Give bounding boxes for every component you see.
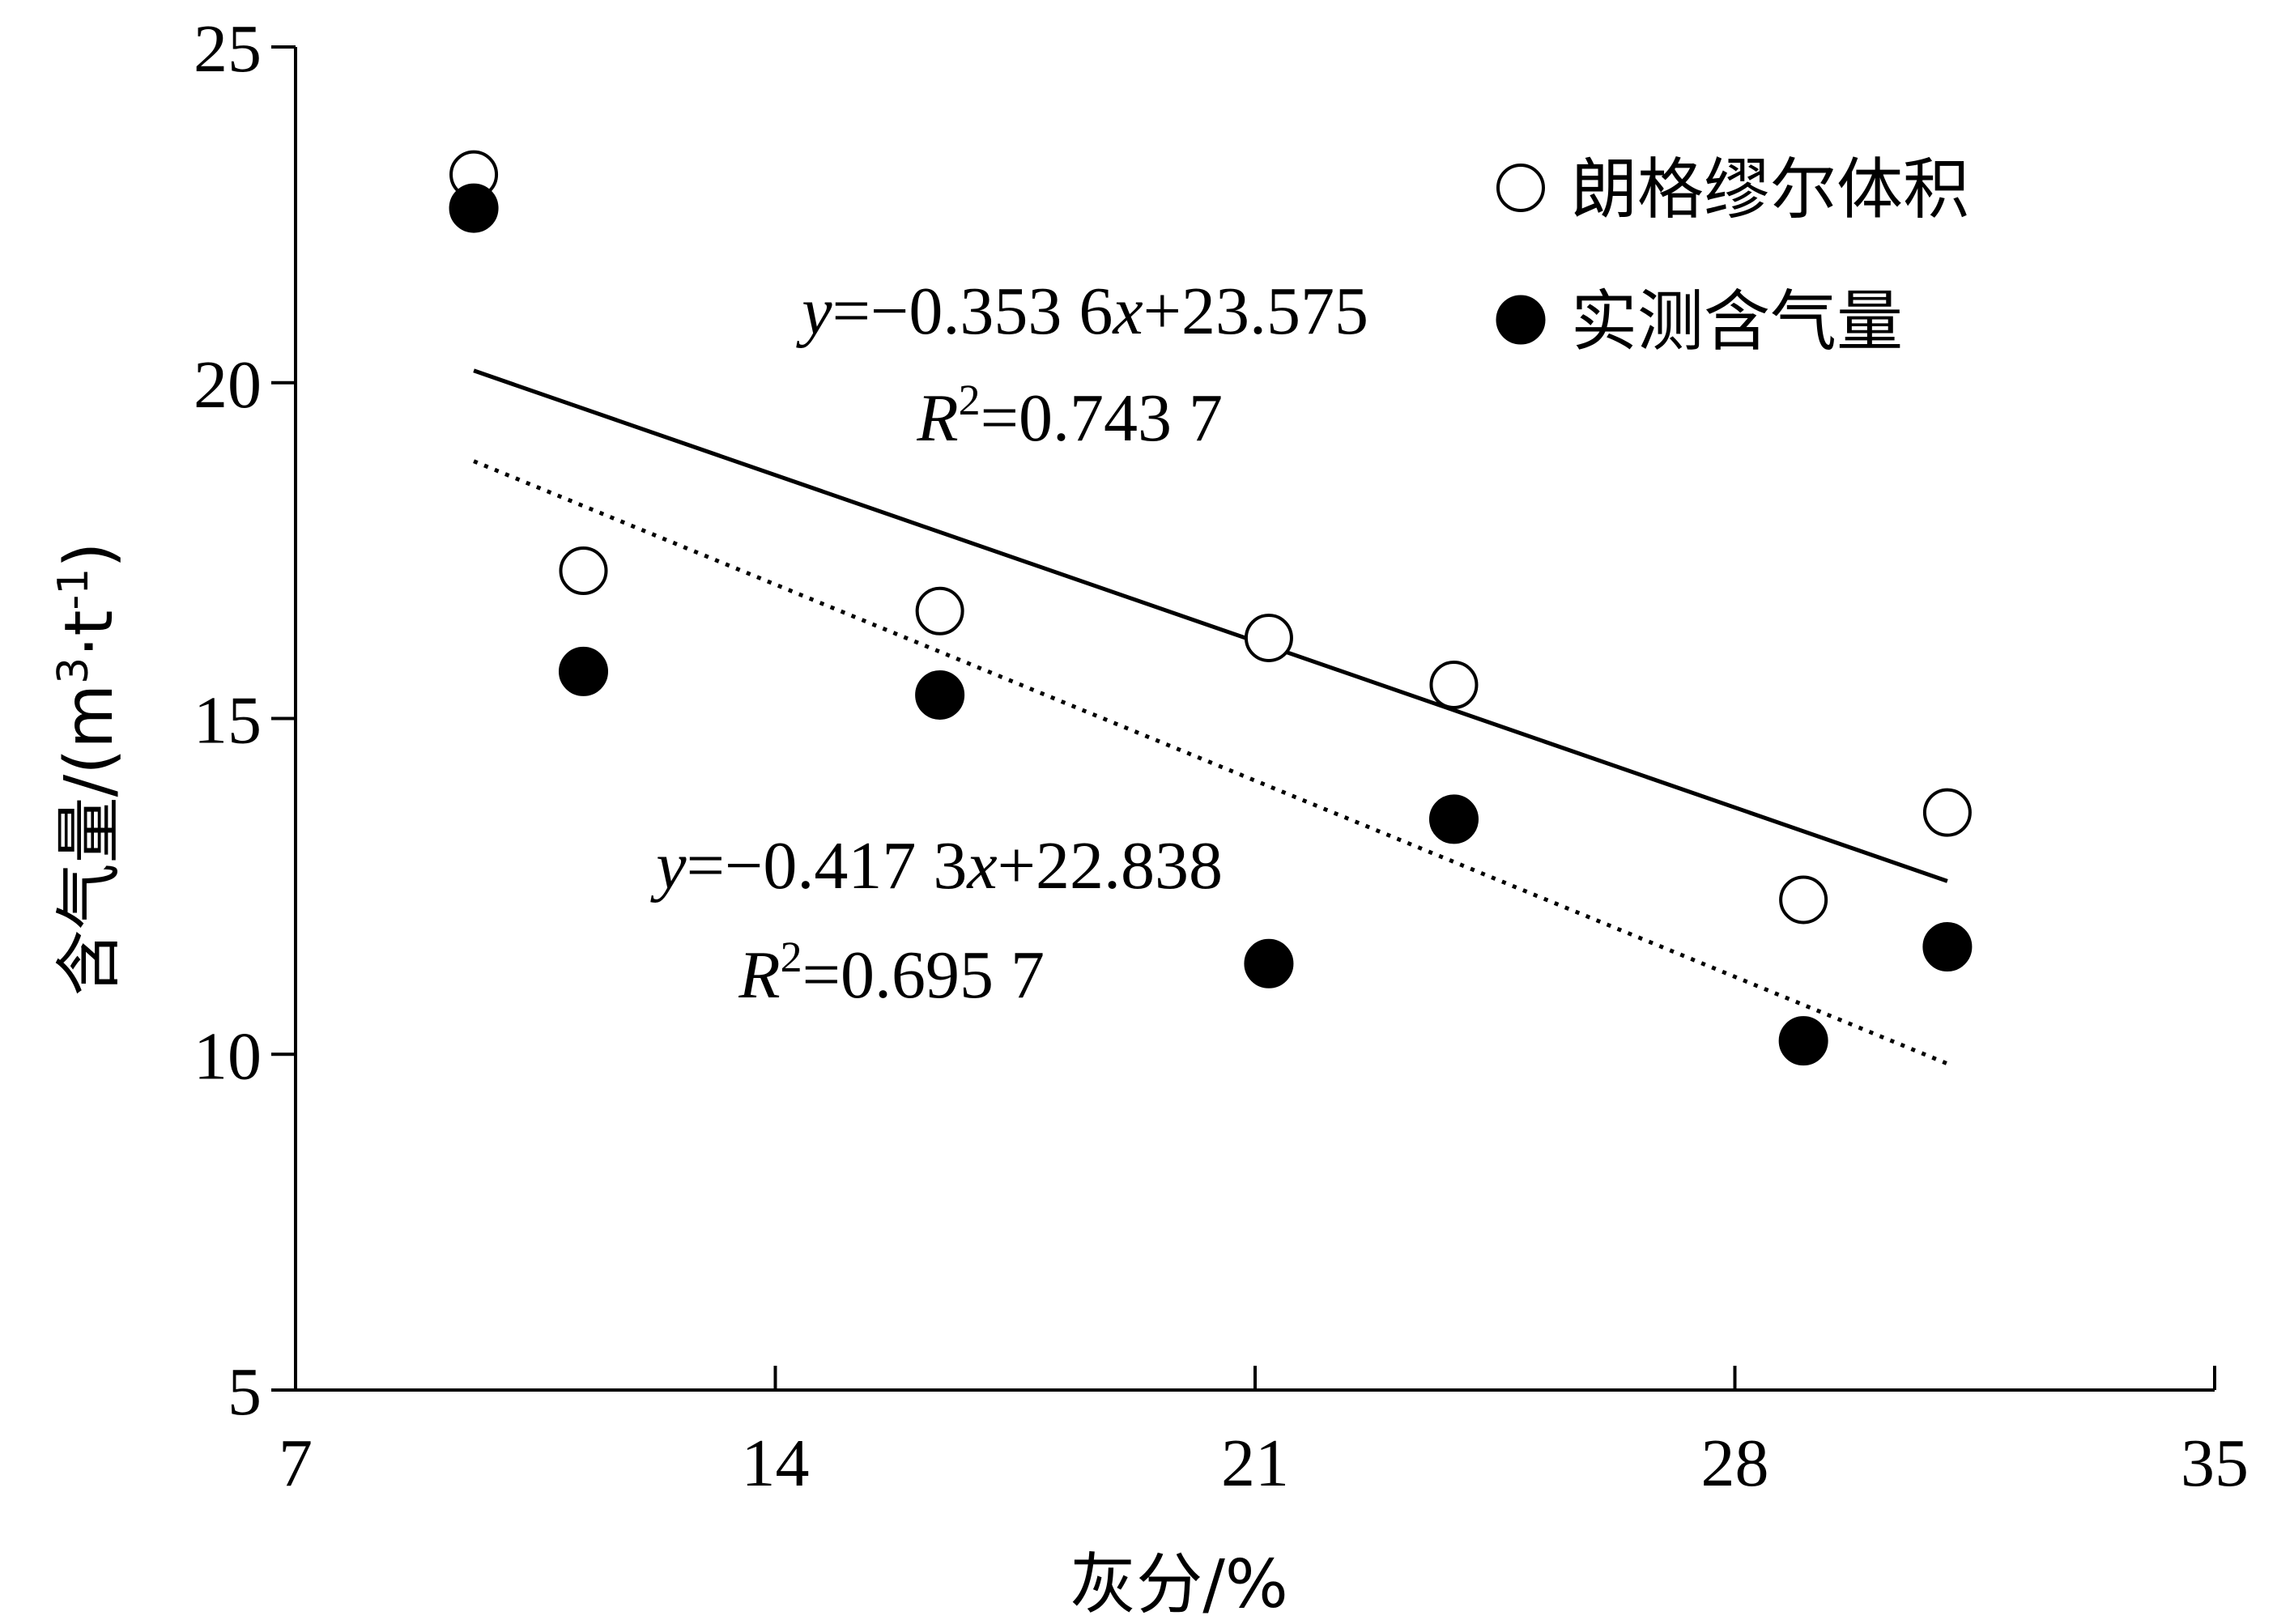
trendlines [473,368,1948,1066]
x-tick-label: 21 [1221,1426,1289,1501]
legend-label-langmuir: 朗格缪尔体积 [1571,151,1969,228]
r2-langmuir: R2=0.743 7 [916,376,1223,456]
trendline-langmuir [473,368,1948,883]
y-tick-label: 15 [194,683,262,759]
x-tick-label: 28 [1701,1426,1769,1501]
legend-label-measured: 实测含气量 [1571,283,1903,360]
point-measured [915,670,965,720]
point-measured [449,183,499,233]
point-langmuir [559,546,608,596]
legend-marker-langmuir [1496,164,1545,212]
y-axis-title: 含气量/(m3·t-1) [49,542,128,997]
point-langmuir [1922,788,1972,837]
x-axis-title: 灰分/% [1070,1546,1288,1623]
point-measured [559,646,608,696]
x-tick-label: 14 [742,1426,810,1501]
x-tick-label: 35 [2181,1426,2249,1501]
data-points [449,150,1973,1066]
y-tick-label: 20 [194,347,262,423]
y-tick-label: 10 [194,1018,262,1094]
point-langmuir [1244,613,1293,662]
legend-marker-measured [1496,295,1546,345]
r2-measured: R2=0.695 7 [738,933,1045,1013]
y-tick-label: 5 [228,1354,262,1430]
point-langmuir [1779,875,1828,925]
point-measured [1244,938,1294,988]
point-measured [1778,1016,1828,1066]
point-measured [1428,794,1479,844]
x-tick-label: 7 [279,1426,313,1501]
equation-measured: y=−0.417 3x+22.838 [649,828,1223,903]
point-measured [1922,922,1973,972]
axes [294,47,2215,1392]
trendline-measured [473,459,1948,1066]
legend: 朗格缪尔体积 实测含气量 [1496,151,1969,360]
equation-langmuir: y=−0.353 6x+23.575 [795,274,1368,349]
y-tick-label: 25 [194,11,262,87]
ticks: 5 10 15 20 25 7 14 21 28 35 [194,11,2249,1501]
point-langmuir [915,586,964,636]
point-langmuir [1429,661,1479,710]
